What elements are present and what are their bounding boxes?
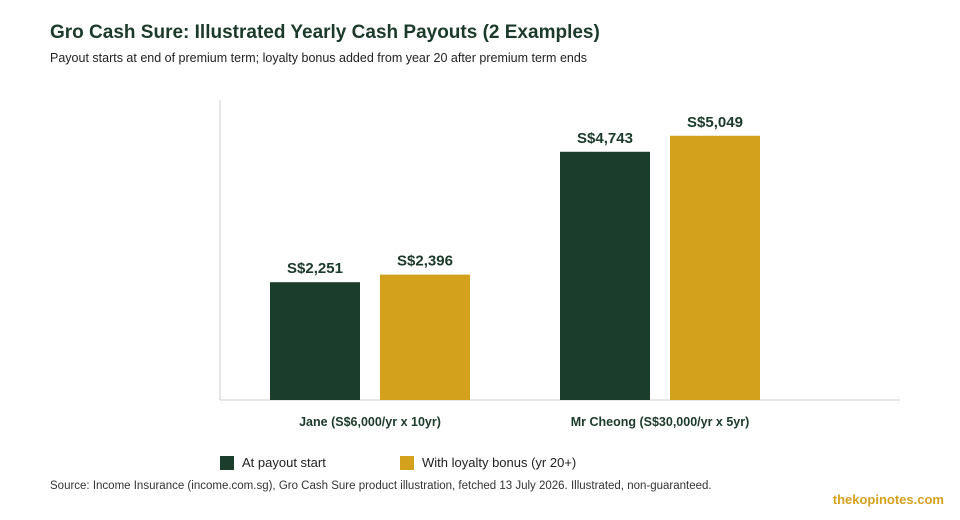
bar-chart: S$2,251 S$2,396 Jane (S$6,000/yr x 10yr) S$… — [219, 100, 900, 429]
data-label-with-loyalty-bonus-yr-20-0: S$2,396 — [397, 253, 453, 270]
legend-swatch-loyalty-bonus — [400, 455, 414, 470]
category-label-0: Jane (S$6,000/yr x 10yr) — [299, 415, 441, 429]
legend-item-loyalty-bonus: With loyalty bonus (yr 20+) — [400, 455, 576, 470]
data-label-with-loyalty-bonus-yr-20-1: S$5,049 — [687, 114, 743, 131]
legend-item-payout-start: At payout start — [220, 455, 326, 470]
legend-label-payout-start: At payout start — [242, 455, 326, 470]
brand-watermark: thekopinotes.com — [832, 492, 944, 507]
bar-at-payout-start-1 — [560, 151, 650, 400]
data-label-at-payout-start-0: S$2,251 — [287, 260, 343, 277]
legend-swatch-payout-start — [220, 455, 234, 470]
chart-title: Gro Cash Sure: Illustrated Yearly Cash P… — [50, 22, 600, 43]
legend-label-loyalty-bonus: With loyalty bonus (yr 20+) — [422, 455, 577, 470]
source-note: Source: Income Insurance (income.com.sg)… — [50, 480, 712, 492]
bar-with-loyalty-bonus-yr-20-1 — [670, 135, 760, 401]
category-label-1: Mr Cheong (S$30,000/yr x 5yr) — [571, 415, 750, 429]
bar-at-payout-start-0 — [270, 282, 360, 400]
bar-with-loyalty-bonus-yr-20-0 — [380, 274, 470, 400]
chart-subtitle: Payout starts at end of premium term; lo… — [50, 51, 588, 65]
data-label-at-payout-start-1: S$4,743 — [577, 130, 633, 147]
